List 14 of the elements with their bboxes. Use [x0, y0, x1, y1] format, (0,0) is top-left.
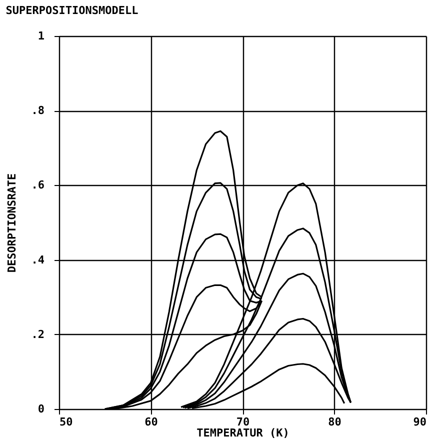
x-tick-label: 60: [144, 416, 158, 428]
chart-title: SUPERPOSITIONSMODELL: [6, 4, 139, 17]
y-tick-label: .2: [31, 328, 44, 341]
x-tick-label: 70: [236, 416, 250, 428]
y-tick-label: 0: [38, 402, 44, 416]
x-axis-title: TEMPERATUR (K): [196, 426, 290, 440]
y-tick-label: 1: [38, 30, 45, 42]
x-tick-label: 80: [328, 416, 342, 428]
y-axis-title: DESORPTIONSRATE: [5, 173, 18, 273]
y-tick-label: .4: [31, 253, 45, 266]
x-tick-label: 50: [60, 416, 73, 428]
y-tick-label: .8: [31, 104, 44, 118]
y-tick-label: .6: [31, 178, 45, 192]
x-tick-label: 90: [413, 416, 426, 428]
